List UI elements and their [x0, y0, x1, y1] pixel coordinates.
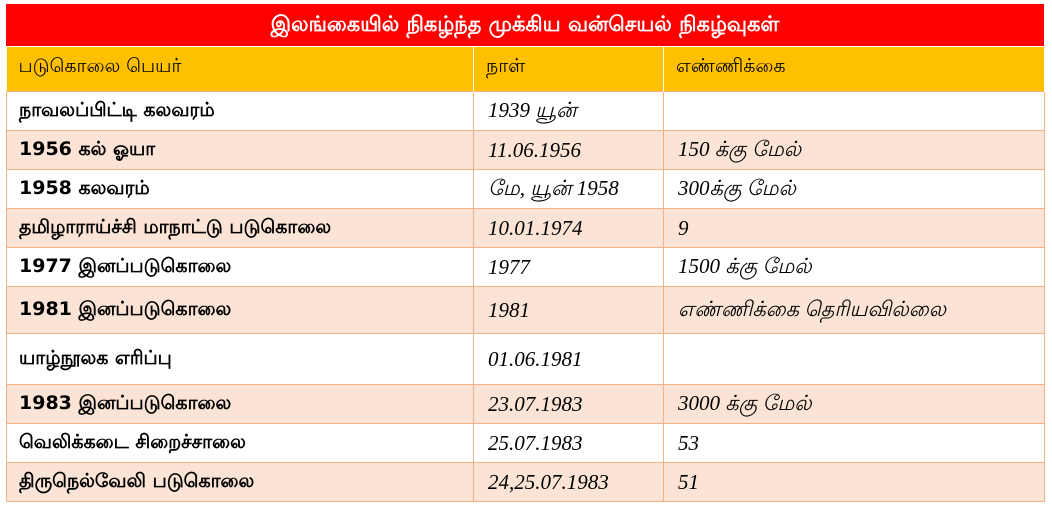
event-name: 1981 இனப்படுகொலை: [6, 286, 474, 334]
event-date: 23.07.1983: [473, 384, 664, 424]
event-count: 9: [663, 208, 1045, 248]
event-count: எண்ணிக்கை தெரியவில்லை: [663, 286, 1045, 334]
event-date: 01.06.1981: [473, 333, 664, 385]
table-row: வெலிக்கடை சிறைச்சாலை 25.07.1983 53: [6, 423, 1045, 463]
events-table: படுகொலை பெயர் நாள் எண்ணிக்கை நாவலப்பிட்ட…: [6, 47, 1045, 502]
event-date: 10.01.1974: [473, 208, 664, 248]
event-name: தமிழாராய்ச்சி மாநாட்டு படுகொலை: [6, 208, 474, 248]
event-name: திருநெல்வேலி படுகொலை: [6, 462, 474, 502]
header-row: படுகொலை பெயர் நாள் எண்ணிக்கை: [6, 47, 1045, 92]
event-date: மே, யூன் 1958: [473, 169, 664, 209]
event-date: 11.06.1956: [473, 130, 664, 170]
event-name: 1977 இனப்படுகொலை: [6, 247, 474, 287]
event-date: 1939 யூன்: [473, 91, 664, 131]
event-date: 1981: [473, 286, 664, 334]
table-row: யாழ்நூலக எரிப்பு 01.06.1981: [6, 333, 1045, 385]
event-count: 150 க்கு மேல்: [663, 130, 1045, 170]
event-date: 25.07.1983: [473, 423, 664, 463]
event-count: 51: [663, 462, 1045, 502]
event-count: 300க்கு மேல்: [663, 169, 1045, 209]
header-date: நாள்: [473, 47, 664, 92]
table-row: 1958 கலவரம் மே, யூன் 1958 300க்கு மேல்: [6, 169, 1045, 209]
event-count: [663, 91, 1045, 131]
event-name: 1958 கலவரம்: [6, 169, 474, 209]
event-name: 1956 கல் ஓயா: [6, 130, 474, 170]
table-row: 1983 இனப்படுகொலை 23.07.1983 3000 க்கு மே…: [6, 384, 1045, 424]
event-count: 1500 க்கு மேல்: [663, 247, 1045, 287]
table-row: 1977 இனப்படுகொலை 1977 1500 க்கு மேல்: [6, 247, 1045, 287]
event-name: வெலிக்கடை சிறைச்சாலை: [6, 423, 474, 463]
header-count: எண்ணிக்கை: [663, 47, 1045, 92]
event-name: 1983 இனப்படுகொலை: [6, 384, 474, 424]
event-count: 53: [663, 423, 1045, 463]
event-count: [663, 333, 1045, 385]
table-row: தமிழாராய்ச்சி மாநாட்டு படுகொலை 10.01.197…: [6, 208, 1045, 248]
table-row: 1981 இனப்படுகொலை 1981 எண்ணிக்கை தெரியவில…: [6, 286, 1045, 334]
event-date: 1977: [473, 247, 664, 287]
event-name: யாழ்நூலக எரிப்பு: [6, 333, 474, 385]
table-row: திருநெல்வேலி படுகொலை 24,25.07.1983 51: [6, 462, 1045, 502]
table-row: 1956 கல் ஓயா 11.06.1956 150 க்கு மேல்: [6, 130, 1045, 170]
event-name: நாவலப்பிட்டி கலவரம்: [6, 91, 474, 131]
event-date: 24,25.07.1983: [473, 462, 664, 502]
table-title: இலங்கையில் நிகழ்ந்த முக்கிய வன்செயல் நிக…: [6, 4, 1044, 47]
header-name: படுகொலை பெயர்: [6, 47, 474, 92]
events-table-container: இலங்கையில் நிகழ்ந்த முக்கிய வன்செயல் நிக…: [6, 4, 1045, 502]
table-row: நாவலப்பிட்டி கலவரம் 1939 யூன்: [6, 91, 1045, 131]
event-count: 3000 க்கு மேல்: [663, 384, 1045, 424]
